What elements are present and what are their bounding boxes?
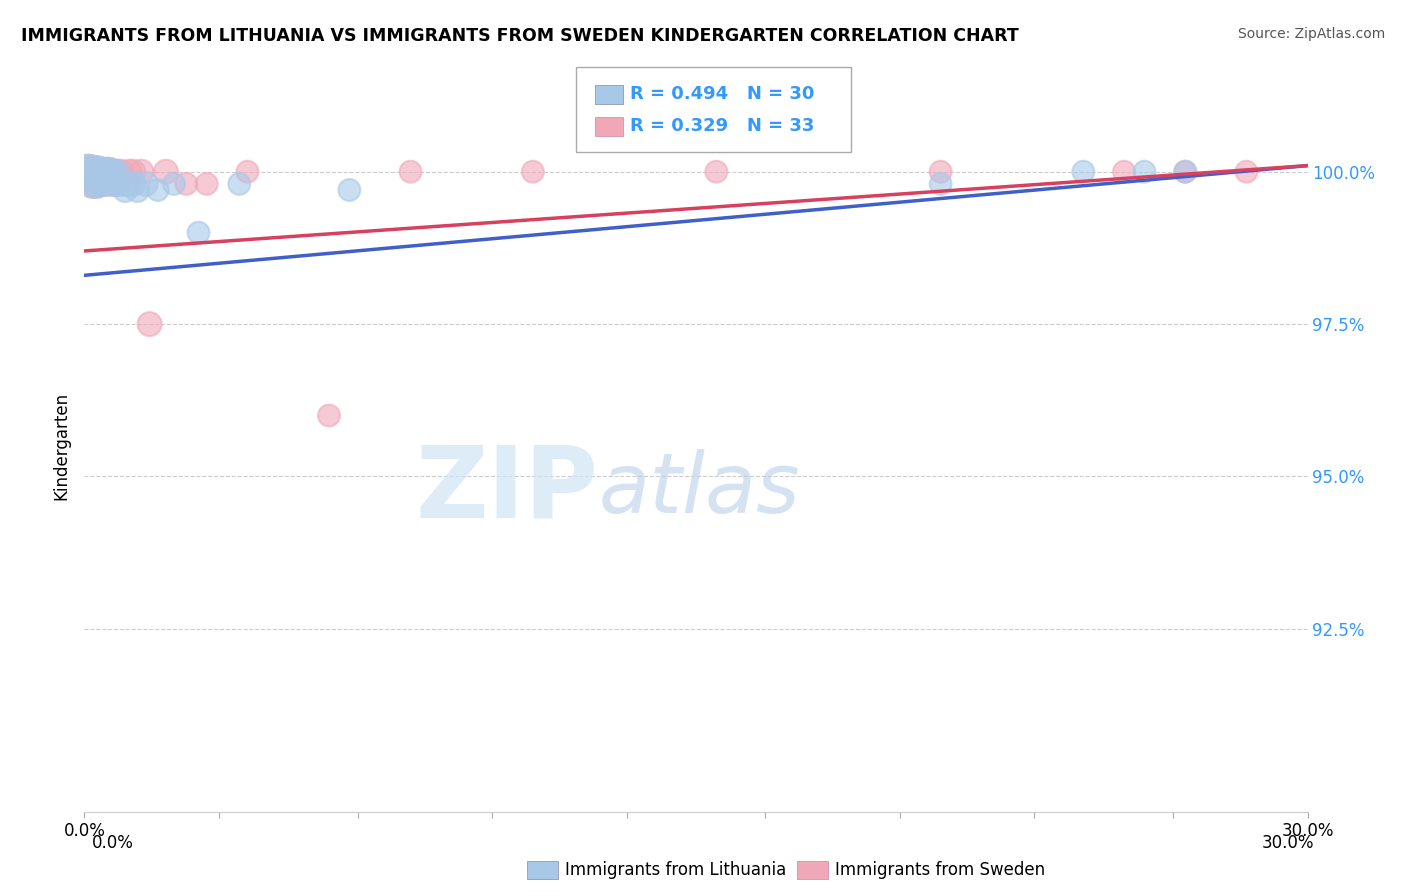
Text: R = 0.494   N = 30: R = 0.494 N = 30 (630, 85, 814, 103)
Point (90, 164, 112, 178)
Point (105, 177, 128, 191)
Point (706, 164, 728, 178)
Point (114, 177, 136, 191)
Point (187, 226, 209, 240)
Point (1133, 164, 1156, 178)
Point (90, 177, 112, 191)
Point (114, 183, 136, 197)
Point (118, 177, 141, 191)
Point (163, 177, 186, 191)
Point (97, 164, 120, 178)
Point (105, 177, 128, 191)
Point (82, 177, 104, 191)
Point (522, 164, 544, 178)
Point (1236, 164, 1258, 178)
Point (86, 164, 108, 178)
Point (127, 183, 149, 197)
Point (93, 177, 115, 191)
Y-axis label: Kindergarten: Kindergarten (52, 392, 70, 500)
Point (1114, 164, 1136, 178)
Point (93, 177, 115, 191)
Point (101, 177, 124, 191)
Point (90, 177, 112, 191)
Point (118, 164, 141, 178)
Point (93, 164, 115, 178)
Point (174, 177, 197, 191)
Point (138, 317, 160, 331)
Text: IMMIGRANTS FROM LITHUANIA VS IMMIGRANTS FROM SWEDEN KINDERGARTEN CORRELATION CHA: IMMIGRANTS FROM LITHUANIA VS IMMIGRANTS … (21, 27, 1019, 45)
Point (155, 164, 177, 178)
Point (97, 164, 120, 178)
Point (122, 177, 145, 191)
Point (146, 183, 169, 197)
Text: Immigrants from Sweden: Immigrants from Sweden (835, 861, 1045, 879)
Point (122, 164, 145, 178)
Point (101, 164, 124, 178)
Text: ZIP: ZIP (415, 442, 598, 539)
Point (86, 177, 108, 191)
Point (82, 164, 104, 178)
Point (101, 177, 124, 191)
Point (1073, 164, 1095, 178)
Point (101, 164, 124, 178)
Point (97, 164, 120, 178)
Point (399, 164, 422, 178)
Point (82, 164, 104, 178)
Point (195, 177, 218, 191)
Point (86, 177, 108, 191)
Point (77, 164, 100, 178)
Text: R = 0.329   N = 33: R = 0.329 N = 33 (630, 117, 814, 135)
Point (82, 177, 104, 191)
Point (929, 177, 952, 191)
Point (339, 183, 361, 197)
Point (110, 177, 132, 191)
Point (77, 164, 100, 178)
Point (929, 164, 952, 178)
Point (86, 164, 108, 178)
Point (105, 164, 128, 178)
Point (90, 164, 112, 178)
Text: 30.0%: 30.0% (1263, 834, 1315, 852)
Point (105, 164, 128, 178)
Text: Source: ZipAtlas.com: Source: ZipAtlas.com (1237, 27, 1385, 41)
Point (97, 164, 120, 178)
Point (228, 177, 250, 191)
Point (93, 164, 115, 178)
Point (131, 164, 153, 178)
Text: Immigrants from Lithuania: Immigrants from Lithuania (565, 861, 786, 879)
Point (1174, 164, 1197, 178)
Point (135, 177, 157, 191)
Text: 0.0%: 0.0% (91, 834, 134, 852)
Point (318, 409, 340, 423)
Point (236, 164, 259, 178)
Text: atlas: atlas (598, 450, 800, 531)
Point (1174, 164, 1197, 178)
Point (110, 164, 132, 178)
